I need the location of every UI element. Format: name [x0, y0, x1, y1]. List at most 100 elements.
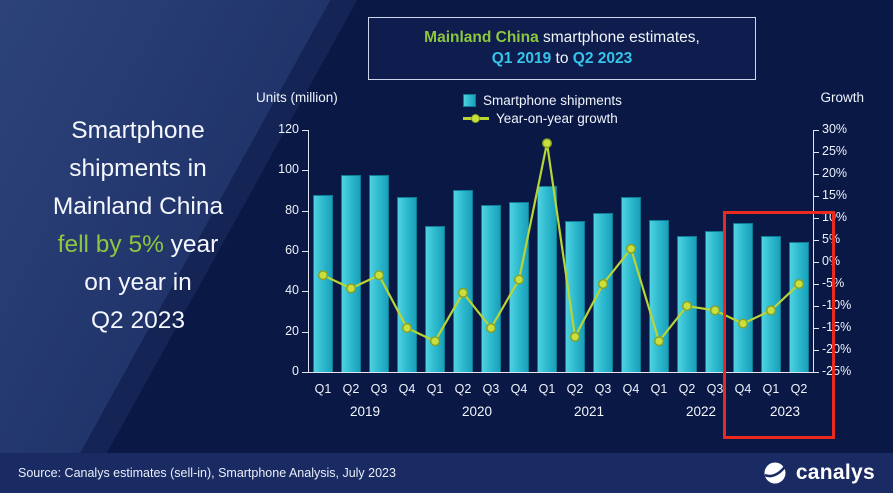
quarter-label: Q1	[314, 382, 332, 396]
highlight-red-box	[723, 211, 835, 439]
bar-q1-2019	[313, 194, 333, 372]
growth-marker-q2-2023	[794, 278, 805, 289]
growth-tick-label: 25%	[822, 144, 848, 158]
quarter-label: Q4	[622, 382, 640, 396]
growth-marker-q1-2020	[429, 336, 440, 347]
chart-title-line1: Mainland China smartphone estimates,	[424, 29, 700, 47]
units-tick-mark	[302, 130, 308, 131]
units-tick-label: 40	[285, 283, 299, 298]
growth-tick-label: -25%	[822, 364, 852, 378]
year-label-2022: 2022	[685, 404, 717, 419]
growth-marker-q1-2021	[541, 138, 552, 149]
headline-line: Q2 2023	[22, 302, 254, 340]
legend-item-growth: Year-on-year growth	[463, 111, 622, 126]
growth-tick-mark	[813, 174, 819, 175]
growth-tick-mark	[813, 262, 819, 263]
units-tick-mark	[302, 170, 308, 172]
units-tick-label: 100	[278, 162, 299, 177]
growth-tick-label: -20%	[822, 342, 852, 356]
bar-q1-2021	[537, 185, 557, 372]
growth-marker-q4-2021	[626, 243, 637, 254]
quarter-label: Q1	[650, 382, 668, 396]
headline: Smartphone shipments in Mainland China fell…	[22, 112, 254, 340]
growth-tick-label: 15%	[822, 188, 848, 202]
canalys-logo: canalys	[762, 460, 875, 486]
text-segment: Mainland China	[424, 29, 539, 46]
growth-tick-mark	[813, 152, 819, 153]
text-segment: Smartphone	[71, 117, 205, 144]
growth-line-chart	[317, 138, 805, 347]
legend-bar-label: Smartphone shipments	[483, 93, 622, 108]
quarter-label: Q3	[482, 382, 500, 396]
growth-tick-mark	[813, 240, 819, 241]
growth-tick-mark	[813, 350, 819, 351]
growth-tick-mark	[813, 218, 819, 219]
bar-q1-2020	[425, 225, 445, 372]
bar-q2-2021	[565, 221, 585, 372]
headline-line: Mainland China	[22, 188, 254, 226]
growth-tick-label: 0%	[822, 254, 841, 268]
growth-marker-q1-2023	[766, 305, 777, 316]
growth-tick-label: 30%	[822, 122, 848, 136]
year-label-2023: 2023	[769, 404, 801, 419]
legend: Smartphone shipments Year-on-year growth	[463, 93, 622, 126]
growth-marker-q4-2022	[738, 318, 749, 329]
units-tick-label: 20	[285, 323, 299, 338]
units-tick-mark	[302, 251, 308, 252]
growth-marker-q2-2020	[457, 287, 468, 298]
growth-marker-q2-2022	[682, 300, 693, 311]
growth-marker-q4-2020	[513, 274, 524, 285]
text-segment: smartphone estimates,	[538, 29, 700, 46]
growth-tick-label: 20%	[822, 166, 848, 180]
bar-q4-2022	[733, 223, 753, 372]
units-tick-label: 0	[292, 364, 299, 378]
units-tick-label: 80	[285, 202, 299, 217]
growth-line	[322, 142, 800, 344]
text-segment: shipments in	[69, 155, 207, 182]
units-tick-mark	[302, 291, 308, 293]
units-tick-mark	[302, 372, 308, 373]
quarter-label: Q2	[790, 382, 808, 396]
legend-bar-swatch-icon	[463, 94, 476, 107]
bar-q4-2020	[509, 202, 529, 372]
headline-line: on year in	[22, 264, 254, 302]
growth-marker-q3-2020	[485, 322, 496, 333]
quarter-label: Q1	[762, 382, 780, 396]
bar-q2-2019	[341, 175, 361, 372]
legend-line-swatch-icon	[463, 114, 489, 123]
bar-q3-2020	[481, 204, 501, 372]
canalys-logo-text: canalys	[795, 461, 875, 484]
year-label-2019: 2019	[349, 404, 381, 419]
quarter-label: Q1	[538, 382, 556, 396]
year-label-2020: 2020	[461, 404, 493, 419]
quarter-label: Q2	[678, 382, 696, 396]
legend-item-shipments: Smartphone shipments	[463, 93, 622, 108]
left-axis-title: Units (million)	[256, 90, 338, 105]
growth-marker-q1-2019	[317, 270, 329, 281]
quarter-label: Q4	[398, 382, 416, 396]
bar-q2-2023	[789, 242, 809, 372]
growth-tick-mark	[813, 284, 819, 285]
quarter-label: Q3	[370, 382, 388, 396]
text-segment: Q2 2023	[572, 50, 633, 67]
quarter-label: Q2	[454, 382, 472, 396]
headline-line: fell by 5% year	[22, 226, 254, 264]
chart-title-box: Mainland China smartphone estimates, Q1 …	[368, 17, 756, 80]
quarter-label: Q4	[734, 382, 752, 396]
growth-marker-q3-2021	[598, 278, 609, 289]
chart-title-line2: Q1 2019 to Q2 2023	[492, 50, 632, 68]
growth-tick-label: -10%	[822, 298, 852, 312]
text-segment: on year in	[84, 269, 192, 296]
growth-tick-mark	[813, 306, 819, 307]
bar-q4-2021	[621, 197, 641, 372]
text-segment: Mainland China	[52, 193, 224, 220]
growth-marker-q2-2019	[346, 283, 357, 294]
quarter-label: Q1	[426, 382, 444, 396]
growth-tick-mark	[813, 372, 819, 373]
bar-q2-2020	[453, 189, 473, 372]
growth-tick-label: 5%	[822, 232, 841, 246]
footer: Source: Canalys estimates (sell-in), Sma…	[0, 453, 893, 493]
growth-marker-q2-2021	[570, 331, 581, 342]
units-tick-label: 120	[278, 122, 299, 136]
